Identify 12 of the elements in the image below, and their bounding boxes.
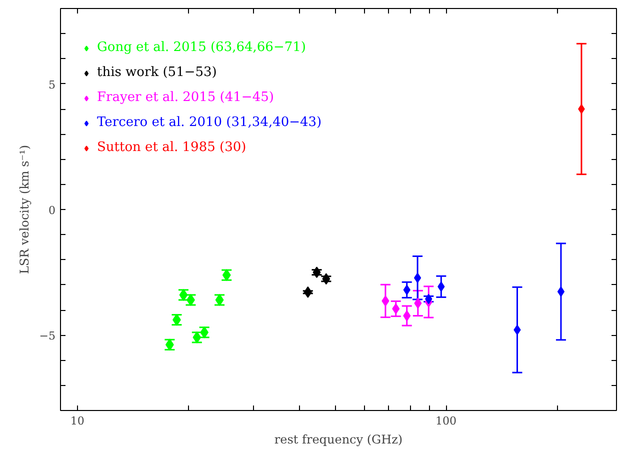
y-axis-title: LSR velocity (km s⁻¹) [17, 144, 32, 274]
legend-label: Sutton et al. 1985 (30) [97, 140, 246, 155]
legend-label: Tercero et al. 2010 (31,34,40−43) [97, 115, 322, 130]
x-tick-label: 100 [436, 414, 457, 428]
y-tick-label: 5 [48, 78, 56, 92]
y-tick-label: −5 [39, 330, 56, 343]
legend-label: this work (51−53) [97, 65, 217, 80]
x-axis-title: rest frequency (GHz) [274, 432, 403, 446]
legend-label: Gong et al. 2015 (63,64,66−71) [97, 40, 306, 55]
x-tick-label: 10 [70, 414, 84, 428]
legend-label: Frayer et al. 2015 (41−45) [97, 90, 274, 105]
y-tick-label: 0 [48, 204, 56, 217]
